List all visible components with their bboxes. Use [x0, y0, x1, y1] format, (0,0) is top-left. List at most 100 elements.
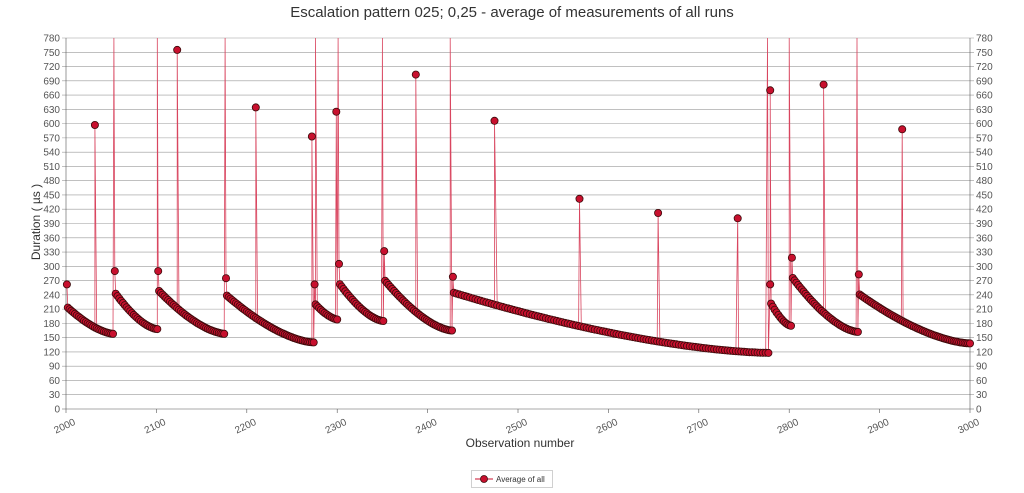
y-tick-label: 420 [43, 205, 60, 216]
y-tick-label-right: 300 [976, 262, 993, 273]
x-axis-label: Observation number [466, 436, 575, 450]
outlier-point [251, 103, 260, 112]
data-point [766, 280, 775, 289]
x-tick-label: 2900 [866, 417, 891, 437]
y-tick-label-right: 90 [976, 362, 988, 373]
x-tick-label: 2200 [233, 417, 258, 437]
y-tick-label-right: 750 [976, 48, 993, 59]
y-tick-label-right: 60 [976, 376, 988, 387]
y-tick-label: 120 [43, 347, 60, 358]
y-tick-label: 480 [43, 176, 60, 187]
data-point [787, 321, 796, 330]
y-tick-label: 60 [49, 376, 61, 387]
y-tick-label-right: 480 [976, 176, 993, 187]
y-tick-label: 390 [43, 219, 60, 230]
data-point [333, 315, 342, 324]
y-tick-label: 30 [49, 390, 61, 401]
x-tick-label: 3000 [957, 417, 982, 437]
y-tick-label-right: 150 [976, 333, 993, 344]
y-tick-label-right: 780 [976, 34, 993, 45]
data-point [764, 348, 773, 357]
y-tick-label: 210 [43, 305, 60, 316]
y-tick-label-right: 0 [976, 405, 982, 416]
series-lines [66, 37, 971, 354]
data-point [309, 338, 318, 347]
legend[interactable]: Average of all [471, 470, 553, 488]
chart-title: Escalation pattern 025; 0,25 - average o… [290, 4, 734, 21]
legend-label: Average of all [496, 474, 545, 484]
y-tick-label-right: 570 [976, 133, 993, 144]
y-tick-label: 690 [43, 76, 60, 87]
x-tick-label: 2400 [414, 417, 439, 437]
y-tick-label: 780 [43, 34, 60, 45]
y-tick-label-right: 210 [976, 305, 993, 316]
y-tick-label-right: 630 [976, 105, 993, 116]
y-tick-label-right: 330 [976, 248, 993, 259]
y-tick-label-right: 690 [976, 76, 993, 87]
y-tick-label-right: 420 [976, 205, 993, 216]
data-point [380, 247, 389, 256]
y-tick-label-right: 390 [976, 219, 993, 230]
y-tick-label: 630 [43, 105, 60, 116]
series-points [62, 45, 975, 357]
y-tick-label-right: 660 [976, 91, 993, 102]
x-tick-label: 2100 [143, 417, 168, 437]
y-tick-label: 360 [43, 233, 60, 244]
y-tick-label: 510 [43, 162, 60, 173]
outlier-point [490, 116, 499, 125]
y-tick-label: 450 [43, 190, 60, 201]
y-tick-label: 660 [43, 91, 60, 102]
series-line [66, 37, 971, 354]
y-tick-label: 90 [49, 362, 61, 373]
y-tick-label: 720 [43, 62, 60, 73]
y-tick-label-right: 540 [976, 148, 993, 159]
data-point [310, 280, 319, 289]
data-point [62, 280, 71, 289]
y-tick-label: 180 [43, 319, 60, 330]
data-point [379, 316, 388, 325]
y-tick-label-right: 360 [976, 233, 993, 244]
outlier-point [654, 208, 663, 217]
data-point [334, 259, 343, 268]
data-point [221, 274, 230, 283]
right-y-axis: 0 30 60 90 120 150 180 210 240 270 300 330 360 390 420… [976, 34, 993, 416]
data-point [154, 267, 163, 276]
y-tick-label-right: 510 [976, 162, 993, 173]
grid-lines [62, 37, 974, 410]
data-point [220, 329, 229, 338]
data-point [153, 325, 162, 334]
outlier-point [411, 70, 420, 79]
legend-marker-icon [475, 475, 493, 483]
data-point [109, 329, 118, 338]
y-tick-label-right: 450 [976, 190, 993, 201]
left-y-axis: 0 30 60 90 120 150 180 210 240 270 300 330 360 390 420… [43, 34, 60, 416]
data-point [853, 327, 862, 336]
y-tick-label-right: 270 [976, 276, 993, 287]
outlier-point [90, 121, 99, 130]
y-tick-label-right: 120 [976, 347, 993, 358]
data-point [966, 339, 975, 348]
y-tick-label: 270 [43, 276, 60, 287]
data-point [448, 272, 457, 281]
outlier-point [307, 132, 316, 141]
y-tick-label-right: 600 [976, 119, 993, 130]
outlier-point [766, 86, 775, 95]
data-point [787, 253, 796, 262]
y-tick-label: 540 [43, 148, 60, 159]
y-tick-label: 570 [43, 133, 60, 144]
x-tick-label: 2300 [324, 417, 349, 437]
outlier-point [332, 107, 341, 116]
y-tick-label-right: 180 [976, 319, 993, 330]
y-tick-label: 750 [43, 48, 60, 59]
outlier-point [819, 80, 828, 89]
y-tick-label: 330 [43, 248, 60, 259]
outlier-point [898, 125, 907, 134]
y-tick-label: 0 [54, 405, 60, 416]
outlier-point [173, 45, 182, 54]
x-axis: 2000 2100 2200 2300 2400 2500 2600 2700 2800 2900… [53, 409, 982, 436]
outlier-point [575, 194, 584, 203]
x-tick-label: 2600 [595, 417, 620, 437]
x-tick-label: 2000 [53, 417, 78, 437]
outlier-point [733, 214, 742, 223]
